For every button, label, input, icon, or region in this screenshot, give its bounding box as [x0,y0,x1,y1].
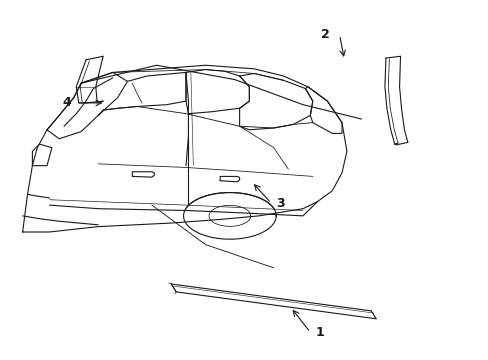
Text: 2: 2 [321,28,329,41]
Text: 4: 4 [62,96,71,109]
Text: 3: 3 [276,197,284,210]
Text: 1: 1 [315,326,323,339]
